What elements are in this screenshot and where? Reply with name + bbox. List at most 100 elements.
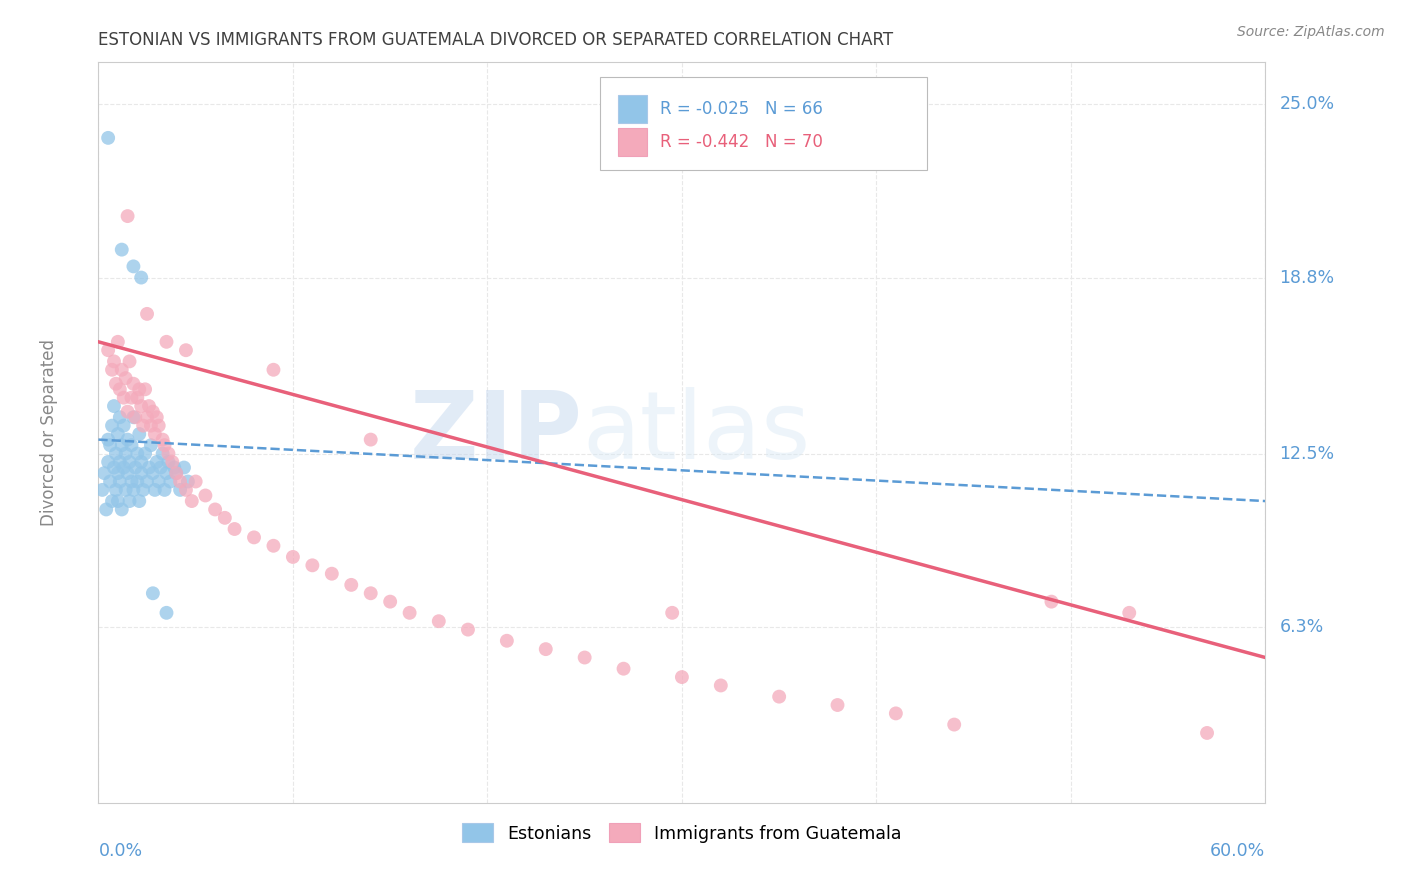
Text: 25.0%: 25.0% (1279, 95, 1334, 113)
Point (139, 418, 162, 433)
Point (163, 460, 186, 475)
Point (128, 382, 150, 396)
Point (184, 475, 207, 489)
Bar (617, 95, 647, 123)
Point (380, 594, 402, 608)
Point (768, 690, 790, 704)
Point (107, 334, 129, 349)
Point (169, 475, 191, 489)
Point (114, 371, 136, 385)
Point (340, 578, 363, 592)
Point (1195, 726, 1218, 740)
Point (132, 418, 155, 433)
Legend: Estonians, Immigrants from Guatemala: Estonians, Immigrants from Guatemala (456, 816, 908, 850)
Point (142, 466, 165, 480)
Text: ESTONIAN VS IMMIGRANTS FROM GUATEMALA DIVORCED OR SEPARATED CORRELATION CHART: ESTONIAN VS IMMIGRANTS FROM GUATEMALA DI… (98, 31, 894, 49)
Text: R = -0.442   N = 70: R = -0.442 N = 70 (659, 133, 823, 151)
Point (534, 642, 557, 657)
Point (671, 670, 693, 684)
Point (122, 260, 145, 274)
Point (111, 243, 134, 257)
Text: 18.8%: 18.8% (1279, 268, 1334, 286)
Point (884, 706, 907, 721)
Point (180, 494, 202, 508)
Point (148, 418, 170, 433)
Text: R = -0.025   N = 66: R = -0.025 N = 66 (659, 100, 823, 118)
Point (103, 399, 125, 413)
Point (136, 307, 159, 321)
Text: atlas: atlas (582, 386, 811, 479)
Point (204, 502, 226, 516)
Point (360, 433, 382, 447)
Point (132, 483, 155, 497)
Point (98, 438, 121, 452)
Point (943, 717, 966, 731)
Point (146, 410, 169, 425)
Point (107, 494, 129, 508)
Point (243, 530, 266, 544)
Point (138, 399, 160, 413)
Point (121, 475, 143, 489)
Point (121, 391, 143, 405)
Point (118, 494, 141, 508)
Point (129, 399, 152, 413)
Text: 12.5%: 12.5% (1279, 444, 1334, 463)
Point (224, 522, 246, 536)
Point (122, 376, 145, 391)
Point (107, 427, 129, 442)
Point (174, 483, 197, 497)
Point (281, 549, 304, 564)
Point (143, 427, 166, 442)
Point (321, 566, 343, 581)
Point (152, 446, 174, 460)
Point (155, 334, 177, 349)
Point (613, 662, 636, 676)
Point (117, 466, 139, 480)
Point (97, 433, 120, 447)
Point (117, 209, 139, 223)
Point (129, 270, 152, 285)
Point (108, 410, 131, 425)
Point (111, 502, 134, 516)
Point (1040, 594, 1063, 608)
Point (398, 606, 420, 620)
Point (165, 466, 187, 480)
Point (101, 363, 124, 377)
Point (124, 410, 146, 425)
Point (108, 455, 131, 469)
Point (148, 475, 170, 489)
Point (134, 382, 156, 396)
Point (153, 483, 176, 497)
Point (124, 460, 146, 475)
Point (661, 606, 683, 620)
Point (174, 343, 197, 358)
Point (112, 391, 135, 405)
Point (1118, 606, 1140, 620)
Point (103, 354, 125, 368)
Text: 60.0%: 60.0% (1211, 842, 1265, 860)
Point (93, 466, 115, 480)
Point (134, 446, 156, 460)
Point (214, 511, 236, 525)
Point (101, 494, 124, 508)
Point (108, 475, 131, 489)
Point (262, 539, 284, 553)
Text: 6.3%: 6.3% (1279, 618, 1323, 636)
Point (112, 460, 135, 475)
Point (139, 438, 162, 452)
Point (157, 446, 180, 460)
Point (111, 363, 134, 377)
Point (108, 382, 131, 396)
Point (121, 438, 143, 452)
Point (118, 354, 141, 368)
Point (152, 433, 174, 447)
Point (136, 475, 159, 489)
Point (107, 466, 129, 480)
Point (127, 446, 149, 460)
Point (157, 455, 180, 469)
Point (149, 460, 172, 475)
Point (177, 475, 200, 489)
Point (98, 475, 121, 489)
Point (118, 455, 141, 469)
Point (128, 427, 150, 442)
